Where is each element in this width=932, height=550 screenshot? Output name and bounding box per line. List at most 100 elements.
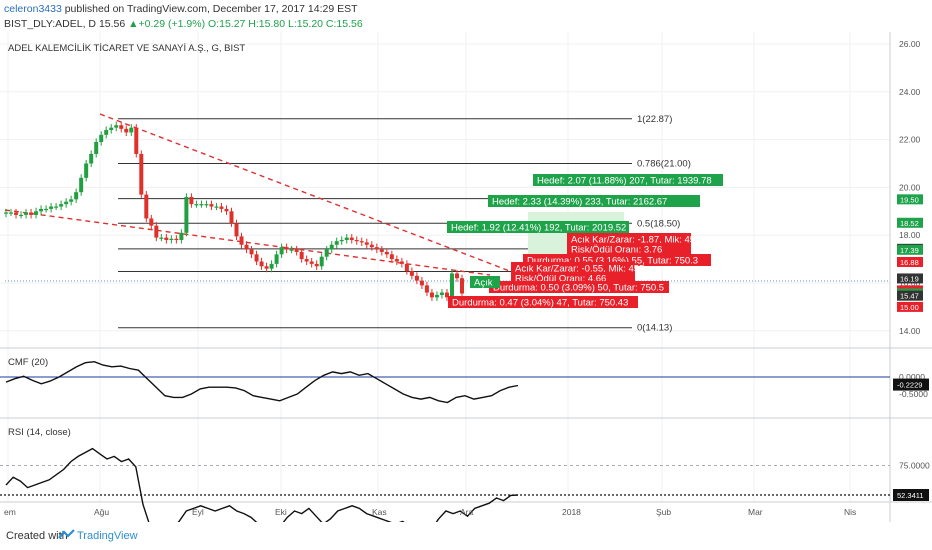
candle[interactable] <box>299 251 304 260</box>
candle[interactable] <box>229 211 234 224</box>
candle[interactable] <box>404 263 409 272</box>
candle[interactable] <box>239 236 244 245</box>
candle[interactable] <box>89 153 94 164</box>
candle[interactable] <box>249 249 254 255</box>
annotation-box[interactable] <box>488 195 700 207</box>
candle[interactable] <box>149 218 154 226</box>
candle[interactable] <box>74 192 79 200</box>
candle[interactable] <box>209 204 214 207</box>
candle[interactable] <box>64 201 69 205</box>
candle[interactable] <box>124 128 129 133</box>
candle[interactable] <box>24 212 29 215</box>
candle[interactable] <box>354 239 359 242</box>
candle[interactable] <box>19 214 24 217</box>
candle[interactable] <box>329 244 334 250</box>
candle[interactable] <box>269 263 274 269</box>
candle[interactable] <box>349 237 354 240</box>
annotation-box[interactable] <box>448 296 638 308</box>
candle[interactable] <box>154 225 159 238</box>
candle[interactable] <box>244 244 249 250</box>
candle[interactable] <box>359 241 364 243</box>
annotation-box[interactable] <box>470 276 500 288</box>
candle[interactable] <box>109 127 114 131</box>
candle[interactable] <box>179 232 184 240</box>
candle[interactable] <box>119 125 124 129</box>
candle[interactable] <box>189 196 194 205</box>
annotation-box[interactable] <box>447 221 629 233</box>
candle[interactable] <box>104 130 109 135</box>
candle[interactable] <box>144 194 149 219</box>
candle[interactable] <box>369 244 374 248</box>
candle[interactable] <box>409 271 414 276</box>
candle[interactable] <box>289 249 294 251</box>
candle[interactable] <box>434 294 439 298</box>
candle[interactable] <box>254 254 259 262</box>
candlesticks[interactable] <box>4 121 464 301</box>
candle[interactable] <box>339 239 344 242</box>
tradingview-brand[interactable]: TradingView <box>77 530 138 542</box>
candle[interactable] <box>279 247 284 255</box>
candle[interactable] <box>424 285 429 293</box>
candle[interactable] <box>194 204 199 206</box>
candle[interactable] <box>444 292 449 298</box>
candle[interactable] <box>69 199 74 202</box>
candle[interactable] <box>319 256 324 267</box>
candle[interactable] <box>214 206 219 208</box>
price-pane[interactable]: ADEL KALEMCİLİK TİCARET VE SANAYİ A.Ş., … <box>4 39 923 336</box>
candle[interactable] <box>99 134 104 142</box>
cmf-pane[interactable]: CMF (20) 0.0000 -0.5000-0.2229 <box>0 357 929 404</box>
candle[interactable] <box>139 153 144 195</box>
candle[interactable] <box>374 247 379 250</box>
annotation-box[interactable] <box>489 281 669 293</box>
candle[interactable] <box>59 204 64 207</box>
candle[interactable] <box>94 141 99 154</box>
candle[interactable] <box>419 280 424 286</box>
candle[interactable] <box>429 292 434 298</box>
candle[interactable] <box>234 223 239 237</box>
candle[interactable] <box>304 259 309 262</box>
candle[interactable] <box>134 127 139 154</box>
candle[interactable] <box>384 251 389 255</box>
candle[interactable] <box>49 206 54 209</box>
candle[interactable] <box>389 254 394 260</box>
chart-area[interactable]: ADEL KALEMCİLİK TİCARET VE SANAYİ A.Ş., … <box>0 32 932 522</box>
candle[interactable] <box>274 254 279 264</box>
candle[interactable] <box>294 249 299 252</box>
candle[interactable] <box>264 266 269 269</box>
candle[interactable] <box>79 177 84 193</box>
candle[interactable] <box>219 206 224 209</box>
candle[interactable] <box>4 212 8 214</box>
candle[interactable] <box>414 275 419 281</box>
candle[interactable] <box>394 259 399 262</box>
candle[interactable] <box>129 127 134 133</box>
candle[interactable] <box>34 211 39 215</box>
candle[interactable] <box>224 208 229 212</box>
candle[interactable] <box>184 196 189 233</box>
candle[interactable] <box>39 208 44 212</box>
candle[interactable] <box>199 204 204 206</box>
candle[interactable] <box>344 237 349 240</box>
annotation-box[interactable] <box>567 243 691 255</box>
candle[interactable] <box>84 163 89 178</box>
candle[interactable] <box>44 208 49 211</box>
candle[interactable] <box>114 125 119 128</box>
position-annotations[interactable]: Hedef: 2.07 (11.88%) 207, Tutar: 1939.78… <box>447 174 723 309</box>
candle[interactable] <box>164 237 169 240</box>
candle[interactable] <box>169 238 174 240</box>
candle[interactable] <box>284 247 289 250</box>
candle[interactable] <box>379 249 384 252</box>
candle[interactable] <box>439 292 444 295</box>
candle[interactable] <box>449 273 454 298</box>
candle[interactable] <box>334 241 339 245</box>
time-axis[interactable]: em Ağu Eyl Eki Kas Ara 2018 Şub Mar Nis <box>4 507 856 517</box>
candle[interactable] <box>399 261 404 264</box>
candle[interactable] <box>159 237 164 239</box>
author-name[interactable]: celeron3433 <box>4 3 62 15</box>
candle[interactable] <box>460 278 464 294</box>
candle[interactable] <box>14 212 19 215</box>
lower-trendline[interactable] <box>4 209 491 276</box>
candle[interactable] <box>259 261 264 267</box>
candle[interactable] <box>9 212 14 214</box>
annotation-box[interactable] <box>511 262 635 274</box>
